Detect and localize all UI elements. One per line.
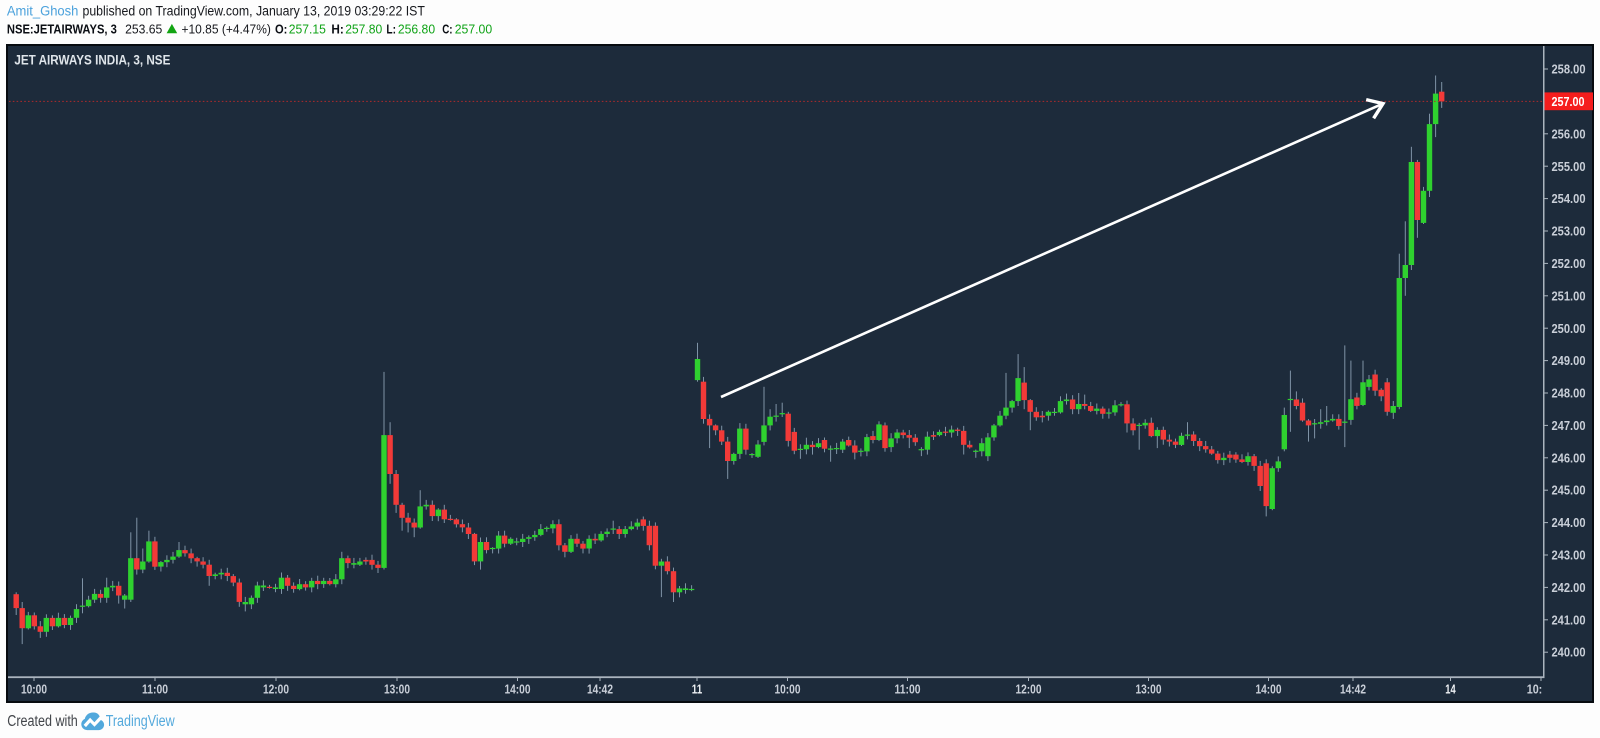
svg-text:12:00: 12:00 <box>263 683 289 697</box>
svg-text:NSE:JETAIRWAYS, 3: NSE:JETAIRWAYS, 3 <box>7 22 117 37</box>
svg-text:11:00: 11:00 <box>142 683 168 697</box>
svg-text:247.00: 247.00 <box>1552 419 1586 433</box>
svg-text:C:: C: <box>442 22 452 37</box>
svg-text:10:: 10: <box>1527 683 1543 697</box>
svg-text:252.00: 252.00 <box>1552 257 1586 271</box>
svg-text:243.00: 243.00 <box>1552 549 1586 563</box>
svg-text:14:42: 14:42 <box>587 683 613 697</box>
svg-text:258.00: 258.00 <box>1552 63 1586 77</box>
svg-text:+10.85 (+4.47%): +10.85 (+4.47%) <box>182 22 271 37</box>
svg-text:250.00: 250.00 <box>1552 322 1586 336</box>
svg-text:14:00: 14:00 <box>1256 683 1282 697</box>
svg-text:255.00: 255.00 <box>1552 160 1586 174</box>
svg-text:244.00: 244.00 <box>1552 516 1586 530</box>
svg-text:257.15: 257.15 <box>289 22 326 37</box>
svg-text:241.00: 241.00 <box>1552 613 1586 627</box>
svg-text:246.00: 246.00 <box>1552 451 1586 465</box>
svg-text:10:00: 10:00 <box>775 683 801 697</box>
svg-text:253.65: 253.65 <box>125 22 162 37</box>
svg-text:254.00: 254.00 <box>1552 192 1586 206</box>
svg-text:L:: L: <box>386 22 396 37</box>
svg-text:14:42: 14:42 <box>1340 683 1366 697</box>
svg-text:242.00: 242.00 <box>1552 581 1586 595</box>
svg-text:256.00: 256.00 <box>1552 127 1586 141</box>
svg-text:13:00: 13:00 <box>1136 683 1162 697</box>
svg-text:245.00: 245.00 <box>1552 484 1586 498</box>
svg-text:Amit_Ghosh: Amit_Ghosh <box>7 3 79 18</box>
svg-text:14: 14 <box>1445 683 1455 697</box>
svg-text:257.80: 257.80 <box>345 22 382 37</box>
svg-text:251.00: 251.00 <box>1552 289 1586 303</box>
svg-text:256.80: 256.80 <box>398 22 435 37</box>
svg-text:240.00: 240.00 <box>1552 646 1586 660</box>
svg-text:TradingView: TradingView <box>106 713 176 730</box>
svg-text:11:00: 11:00 <box>895 683 921 697</box>
svg-text:H:: H: <box>331 22 343 37</box>
svg-text:12:00: 12:00 <box>1016 683 1042 697</box>
svg-text:10:00: 10:00 <box>21 683 47 697</box>
svg-text:11: 11 <box>692 683 702 697</box>
svg-text:13:00: 13:00 <box>384 683 410 697</box>
svg-text:O:: O: <box>275 22 287 37</box>
svg-text:Created with: Created with <box>7 713 78 730</box>
svg-text:249.00: 249.00 <box>1552 354 1586 368</box>
svg-text:253.00: 253.00 <box>1552 225 1586 239</box>
svg-text:257.00: 257.00 <box>455 22 493 37</box>
svg-text:14:00: 14:00 <box>505 683 531 697</box>
svg-text:257.00: 257.00 <box>1552 95 1585 109</box>
svg-text:published on TradingView.com,: published on TradingView.com, January 13… <box>83 3 425 18</box>
svg-text:JET AIRWAYS INDIA, 3, NSE: JET AIRWAYS INDIA, 3, NSE <box>14 52 170 67</box>
svg-text:248.00: 248.00 <box>1552 387 1586 401</box>
